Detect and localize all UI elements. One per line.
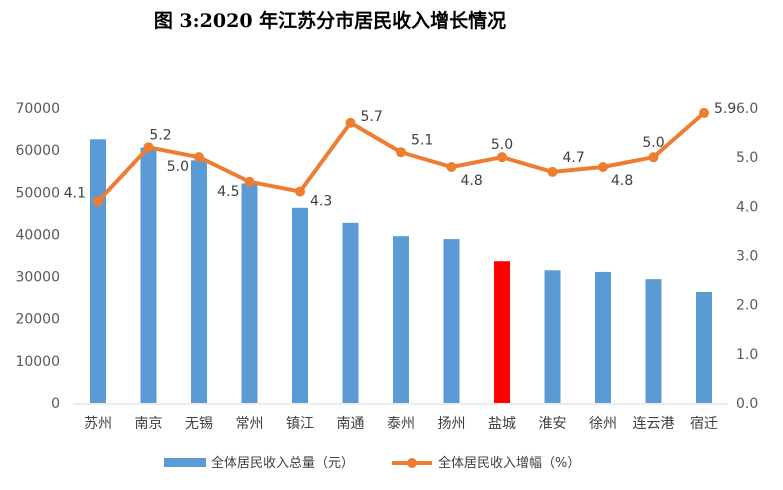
x-category-label: 宿迁 <box>690 415 718 432</box>
chart-title: 图 3:2020 年江苏分市居民收入增长情况 <box>153 10 507 32</box>
bar-镇江 <box>292 207 308 403</box>
bar-徐州 <box>595 271 611 403</box>
x-category-label: 苏州 <box>84 416 112 432</box>
growth-marker <box>497 152 507 163</box>
y-right-tick-label: 0.0 <box>736 396 758 412</box>
x-category-label: 常州 <box>236 416 264 432</box>
y-right-tick-label: 4.0 <box>736 199 758 215</box>
growth-data-label: 5.7 <box>361 109 383 125</box>
bar-扬州 <box>443 239 460 403</box>
y-left-tick-label: 30000 <box>15 270 60 286</box>
y-right-tick-label: 6.0 <box>736 101 758 117</box>
y-left-tick-label: 70000 <box>15 101 60 117</box>
growth-data-label: 5.0 <box>642 135 664 151</box>
bar-盐城 <box>494 261 510 403</box>
y-left-tick-label: 20000 <box>15 312 60 328</box>
legend-line-label: 全体居民收入增幅（%） <box>438 455 580 471</box>
growth-marker <box>699 107 709 118</box>
growth-marker <box>345 117 356 128</box>
growth-marker <box>648 152 659 163</box>
x-category-label: 无锡 <box>185 416 213 432</box>
growth-data-label: 4.8 <box>461 173 483 189</box>
growth-marker <box>446 162 457 172</box>
x-category-label: 南通 <box>337 416 365 432</box>
growth-marker <box>295 186 305 197</box>
growth-data-label: 5.0 <box>167 159 189 175</box>
growth-data-label: 4.1 <box>64 185 86 201</box>
growth-marker <box>244 176 255 187</box>
x-category-label: 泰州 <box>387 416 415 432</box>
x-category-label: 镇江 <box>286 416 314 432</box>
y-right-tick-label: 1.0 <box>736 347 758 363</box>
y-right-tick-label: 3.0 <box>736 249 758 265</box>
x-category-label: 南京 <box>135 416 163 432</box>
bar-无锡 <box>191 160 207 403</box>
y-right-tick-label: 5.0 <box>736 150 758 166</box>
bar-泰州 <box>393 236 409 403</box>
x-category-label: 盐城 <box>488 416 516 432</box>
bar-淮安 <box>544 270 561 403</box>
y-left-tick-label: 50000 <box>15 185 60 201</box>
growth-marker <box>598 162 608 172</box>
x-category-label: 连云港 <box>633 416 675 432</box>
growth-marker <box>396 147 406 158</box>
growth-marker <box>547 166 558 177</box>
bar-南通 <box>342 222 359 403</box>
x-category-label: 徐州 <box>589 416 617 432</box>
y-left-tick-label: 10000 <box>15 354 60 370</box>
growth-data-label: 5.1 <box>411 132 433 148</box>
growth-marker <box>93 196 103 207</box>
y-left-tick-label: 40000 <box>15 227 60 243</box>
growth-data-label: 4.3 <box>310 194 332 210</box>
growth-marker <box>143 142 154 153</box>
bar-苏州 <box>90 139 106 403</box>
growth-marker <box>194 152 204 163</box>
x-category-label: 扬州 <box>438 416 466 432</box>
growth-data-label: 4.7 <box>563 150 585 166</box>
y-left-tick-label: 0 <box>51 396 60 412</box>
bar-宿迁 <box>696 291 712 403</box>
bar-常州 <box>241 183 258 403</box>
legend-bar-label: 全体居民收入总量（元） <box>211 455 354 471</box>
x-category-label: 淮安 <box>539 416 567 432</box>
y-right-tick-label: 2.0 <box>736 298 758 314</box>
growth-data-label: 5.2 <box>149 127 171 143</box>
growth-data-label: 5.9 <box>714 101 736 117</box>
growth-data-label: 4.8 <box>611 173 633 189</box>
growth-data-label: 5.0 <box>491 137 513 153</box>
bar-南京 <box>140 147 157 403</box>
legend-line-marker <box>407 458 417 468</box>
legend-bar-swatch <box>164 458 206 467</box>
growth-data-label: 4.5 <box>217 184 239 200</box>
bar-连云港 <box>645 279 662 403</box>
y-left-tick-label: 60000 <box>15 143 60 159</box>
